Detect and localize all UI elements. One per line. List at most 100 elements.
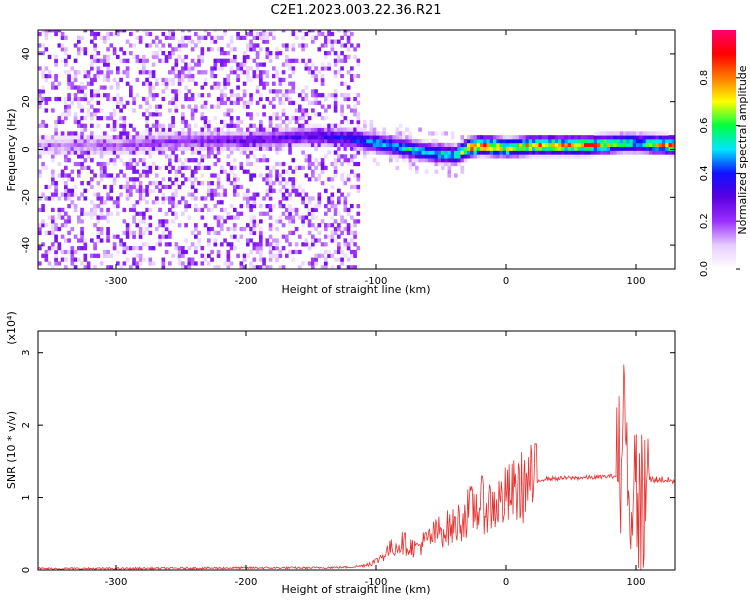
spectrogram-cell bbox=[119, 30, 123, 33]
spectrogram-cell bbox=[502, 142, 507, 148]
spectrogram-cell bbox=[161, 51, 166, 56]
spectrogram-cell bbox=[161, 81, 166, 86]
spectrogram-cell bbox=[402, 135, 406, 140]
spectrogram-cell bbox=[278, 219, 283, 224]
spectrogram-cell bbox=[639, 142, 643, 148]
spectrogram-cell bbox=[86, 73, 91, 79]
spectrogram-cell bbox=[177, 73, 182, 79]
spectrogram-cell bbox=[203, 165, 208, 170]
spectrogram-cell bbox=[262, 30, 266, 33]
spectrogram-cell bbox=[96, 150, 101, 155]
spectrogram-cell bbox=[184, 238, 188, 243]
spectrogram-cell bbox=[288, 100, 292, 105]
spectrogram-cell bbox=[272, 246, 276, 251]
spectrogram-cell bbox=[320, 142, 325, 148]
spectrogram-cell bbox=[207, 165, 211, 170]
spectrogram-cell bbox=[525, 135, 530, 140]
spectrogram-cell bbox=[314, 73, 318, 79]
spectrogram-cell bbox=[106, 207, 110, 213]
spectrogram-cell bbox=[229, 165, 234, 170]
spectrogram-cell bbox=[96, 146, 101, 151]
spectrogram-cell bbox=[229, 119, 234, 125]
spectrogram-cell bbox=[80, 234, 84, 239]
spectrogram-cell bbox=[476, 150, 481, 155]
spectrogram-cell bbox=[324, 39, 328, 44]
spectrogram-cell bbox=[307, 127, 312, 132]
spectrogram-cell bbox=[129, 161, 133, 167]
spectrogram-cell bbox=[327, 138, 331, 144]
spectrogram-cell bbox=[281, 138, 286, 144]
spectrogram-cell bbox=[116, 146, 120, 151]
spectrogram-cell bbox=[197, 70, 201, 75]
spectrogram-cell bbox=[90, 89, 94, 94]
spectrogram-cell bbox=[346, 246, 351, 251]
spectrogram-cell bbox=[330, 215, 335, 220]
spectrogram-cell bbox=[545, 138, 549, 144]
spectrogram-cell bbox=[184, 66, 188, 71]
spectrogram-cell bbox=[233, 246, 237, 251]
spectrogram-cell bbox=[184, 62, 188, 67]
spectrogram-cell bbox=[70, 169, 75, 174]
spectrogram-cell bbox=[255, 138, 260, 144]
spectrogram-cell bbox=[346, 119, 351, 125]
spectrogram-cell bbox=[109, 85, 114, 90]
spectrogram-cell bbox=[239, 203, 244, 209]
spectrogram-cell bbox=[327, 51, 331, 56]
spectrogram-cell bbox=[226, 43, 231, 48]
spectrogram-cell bbox=[385, 131, 390, 136]
spectrogram-cell bbox=[350, 66, 354, 71]
spectrogram-cell bbox=[424, 138, 429, 144]
spectrogram-cell bbox=[291, 85, 296, 90]
spectrogram-cell bbox=[642, 135, 647, 140]
spectrogram-cell bbox=[161, 257, 166, 262]
spectrogram-cell bbox=[242, 226, 247, 232]
spectrogram-cell bbox=[525, 138, 530, 144]
spectrogram-cell bbox=[38, 89, 42, 94]
spectrogram-cell bbox=[340, 58, 344, 63]
spectrogram-cell bbox=[333, 58, 338, 63]
spectrogram-cell bbox=[262, 35, 266, 40]
spectrogram-cell bbox=[213, 35, 218, 40]
spectrogram-cell bbox=[272, 112, 276, 117]
spectrogram-cell bbox=[229, 181, 234, 186]
spectrogram-cell bbox=[106, 265, 110, 269]
spectrogram-cell bbox=[44, 249, 49, 255]
spectrogram-cell bbox=[151, 150, 156, 155]
spectrogram-cell bbox=[168, 169, 172, 174]
spectrogram-cell bbox=[320, 138, 325, 144]
spectrogram-cell bbox=[236, 127, 240, 132]
spectrogram-cell bbox=[54, 127, 58, 132]
spectrogram-cell bbox=[148, 169, 153, 174]
spectrogram-cell bbox=[356, 211, 361, 216]
spectrogram-cell bbox=[337, 39, 341, 44]
spectrogram-cell bbox=[47, 150, 52, 155]
spectrogram-cell bbox=[298, 108, 302, 113]
spectrogram-cell bbox=[278, 116, 283, 121]
spectrogram-cell bbox=[125, 234, 130, 239]
spectrogram-cell bbox=[210, 146, 214, 151]
spectrogram-cell bbox=[311, 131, 315, 136]
spectrogram-cell bbox=[431, 161, 435, 167]
spectrogram-cell bbox=[177, 165, 182, 170]
spectrogram-cell bbox=[415, 158, 419, 163]
spectrogram-cell bbox=[220, 96, 224, 102]
spectrogram-cell bbox=[129, 184, 133, 190]
spectrogram-cell bbox=[645, 131, 650, 136]
spectrogram-cell bbox=[613, 138, 617, 144]
spectrogram-cell bbox=[64, 96, 68, 102]
spectrogram-cell bbox=[246, 138, 250, 144]
spectrogram-cell bbox=[649, 142, 653, 148]
spectrogram-cell bbox=[216, 219, 221, 224]
spectrogram-cell bbox=[83, 238, 88, 243]
spectrogram-cell bbox=[145, 70, 149, 75]
spectrogram-cell bbox=[340, 138, 344, 144]
spectrogram-cell bbox=[80, 135, 84, 140]
spectrogram-cell bbox=[213, 142, 218, 148]
spectrogram-cell bbox=[350, 265, 354, 269]
spectrogram-cell bbox=[340, 219, 344, 224]
spectrogram-cell bbox=[255, 54, 260, 60]
spectrogram-cell bbox=[353, 219, 357, 224]
spectrogram-cell bbox=[304, 192, 309, 197]
spectrogram-cell bbox=[60, 138, 65, 144]
spectrogram-cell bbox=[291, 127, 296, 132]
